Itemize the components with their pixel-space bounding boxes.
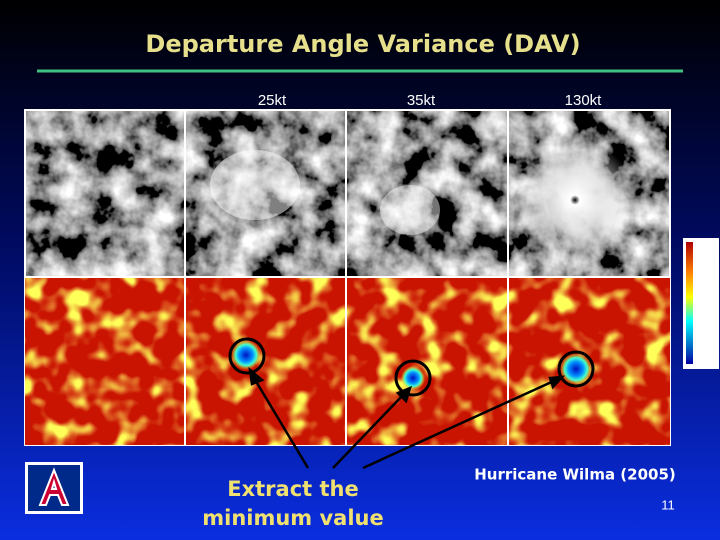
arrow — [362, 378, 557, 470]
satellite-images — [25, 110, 670, 276]
arrowhead — [395, 385, 412, 404]
column-label: 35kt — [407, 92, 436, 109]
highlight — [394, 359, 432, 397]
page-number: 11 — [661, 497, 675, 512]
logo — [25, 462, 83, 514]
hurricane — [515, 140, 635, 260]
dav-maps — [25, 278, 670, 445]
storm — [210, 150, 300, 220]
grid-overlay — [184, 278, 509, 445]
highlight — [557, 350, 595, 388]
arrowhead — [248, 366, 265, 386]
slide-title: Departure Angle Variance (DAV) — [145, 30, 580, 58]
minimum — [560, 353, 592, 385]
caption: Extract the — [227, 477, 359, 501]
arrows — [248, 366, 566, 470]
column-label: 25kt — [258, 92, 287, 109]
colorbar — [686, 242, 693, 364]
storm — [380, 185, 440, 235]
logo-a — [38, 467, 70, 506]
credit: Hurricane Wilma (2005) — [474, 466, 676, 484]
caption: minimum value — [202, 506, 384, 530]
highlight-circles — [228, 337, 595, 397]
arrow — [252, 377, 310, 469]
minimum — [231, 340, 261, 370]
arrowhead — [548, 375, 566, 390]
column-label: 130kt — [565, 92, 603, 109]
highlight — [228, 337, 266, 375]
arrow — [332, 393, 405, 469]
minimum — [401, 366, 425, 390]
